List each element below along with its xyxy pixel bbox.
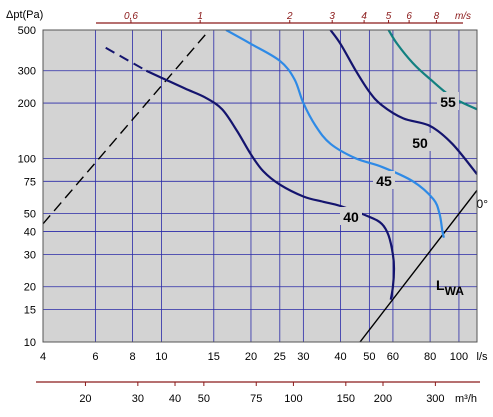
x-tick-label-m3h: 20: [79, 393, 91, 405]
x-tick-label-ls: 30: [297, 351, 309, 363]
x-tick-label-ls: 4: [40, 351, 46, 363]
y-tick-label: 30: [24, 249, 36, 261]
lwa-annotation-subscript: WA: [445, 284, 465, 298]
x-tick-label-ls: 40: [334, 351, 346, 363]
series-55-label: 55: [440, 94, 456, 110]
angle-annotation: 0°: [477, 197, 489, 211]
x-unit-ls: l/s: [477, 351, 489, 363]
y-tick-label: 100: [18, 153, 36, 165]
x-tick-label-velocity: 2: [286, 11, 293, 22]
x-tick-label-m3h: 150: [337, 393, 355, 405]
x-tick-label-velocity: 8: [434, 11, 440, 22]
x-tick-label-ls: 8: [130, 351, 136, 363]
series-45-label-bg: [373, 171, 395, 189]
x-tick-label-m3h: 200: [374, 393, 392, 405]
x-tick-label-ls: 60: [387, 351, 399, 363]
dashed-reference-line: [43, 30, 210, 225]
series-50-line: [329, 30, 477, 175]
series-45-label: 45: [376, 173, 392, 189]
x-tick-label-velocity: 1: [197, 11, 203, 22]
y-axis-label: Δpt(Pa): [6, 9, 43, 21]
x-tick-label-velocity: 0,6: [124, 11, 138, 22]
series-40-line: [145, 69, 396, 300]
x-tick-label-ls: 15: [208, 351, 220, 363]
x-tick-label-m3h: 40: [169, 393, 181, 405]
y-tick-label: 40: [24, 226, 36, 238]
x-tick-label-velocity: 3: [329, 11, 335, 22]
x-tick-label-ls: 10: [155, 351, 167, 363]
x-unit-m3h: m³/h: [455, 393, 477, 405]
x-tick-label-ls: 6: [92, 351, 98, 363]
x-tick-label-m3h: 50: [198, 393, 210, 405]
y-tick-label: 300: [18, 66, 36, 78]
series-40-label-bg: [340, 207, 362, 225]
x-tick-label-ls: 100: [450, 351, 468, 363]
x-tick-label-ls: 50: [363, 351, 375, 363]
x-tick-label-m3h: 75: [250, 393, 262, 405]
x-tick-label-ls: 80: [424, 351, 436, 363]
series-50-label-bg: [409, 133, 431, 151]
x-tick-label-ls: 25: [274, 351, 286, 363]
x-tick-label-velocity: 6: [406, 11, 412, 22]
y-tick-label: 50: [24, 209, 36, 221]
x-tick-label-m3h: 100: [284, 393, 302, 405]
y-tick-label: 20: [24, 282, 36, 294]
y-tick-label: 15: [24, 305, 36, 317]
x-tick-label-m3h: 30: [132, 393, 144, 405]
plot-area: [43, 30, 477, 342]
y-tick-label: 10: [24, 337, 36, 349]
x-unit-velocity: m/s: [455, 11, 471, 22]
curves: [43, 30, 477, 342]
series-40-label: 40: [343, 209, 359, 225]
x-tick-label-ls: 20: [245, 351, 257, 363]
y-tick-label: 75: [24, 176, 36, 188]
x-tick-label-velocity: 5: [386, 11, 392, 22]
x-tick-label-velocity: 4: [361, 11, 367, 22]
series-55-label-bg: [437, 92, 459, 110]
y-tick-label: 500: [18, 25, 36, 37]
series-45-line: [225, 30, 445, 238]
y-tick-label: 200: [18, 98, 36, 110]
x-tick-label-m3h: 300: [426, 393, 444, 405]
plot-frame: [42, 29, 478, 343]
series-40-dashed-segment: [105, 46, 147, 72]
lwa-reference-line: [359, 189, 477, 342]
series-50-label: 50: [412, 135, 428, 151]
